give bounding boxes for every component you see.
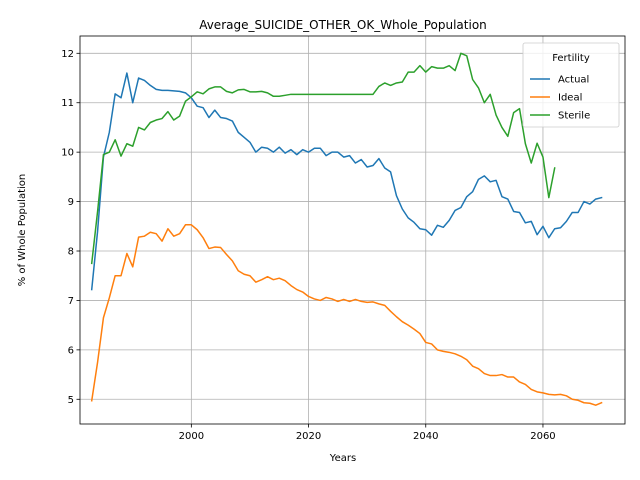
y-tick-label: 9: [68, 197, 74, 208]
series-line-sterile: [90, 52, 556, 265]
legend-title: Fertility: [552, 53, 590, 64]
chart-title: Average_SUICIDE_OTHER_OK_Whole_Populatio…: [199, 18, 487, 32]
x-axis-label: Years: [329, 453, 356, 464]
legend-label-ideal: Ideal: [558, 93, 582, 104]
legend: Fertility Actual Ideal Sterile: [522, 42, 620, 128]
y-tick-label: 6: [68, 345, 74, 356]
y-axis-label: % of Whole Population: [17, 174, 28, 287]
legend-box: [522, 42, 620, 128]
y-axis: 5 6 7 8 9 10 11 12: [61, 49, 80, 406]
plot-frame: [79, 35, 626, 425]
y-tick-label: 8: [68, 247, 74, 258]
series-line-actual: [90, 72, 603, 291]
x-tick-label: 2000: [179, 431, 204, 442]
x-axis: 2000 2020 2040 2060: [179, 424, 556, 442]
y-tick-label: 12: [61, 49, 74, 60]
x-tick-label: 2040: [413, 431, 438, 442]
x-tick-label: 2020: [296, 431, 321, 442]
legend-label-sterile: Sterile: [558, 111, 590, 122]
y-tick-label: 11: [61, 98, 74, 109]
series-line-ideal: [90, 224, 603, 406]
y-tick-label: 10: [61, 148, 74, 159]
y-tick-label: 5: [68, 395, 74, 406]
y-tick-label: 7: [68, 296, 74, 307]
x-tick-label: 2060: [530, 431, 555, 442]
series-lines: [90, 52, 603, 406]
legend-label-actual: Actual: [558, 75, 589, 86]
